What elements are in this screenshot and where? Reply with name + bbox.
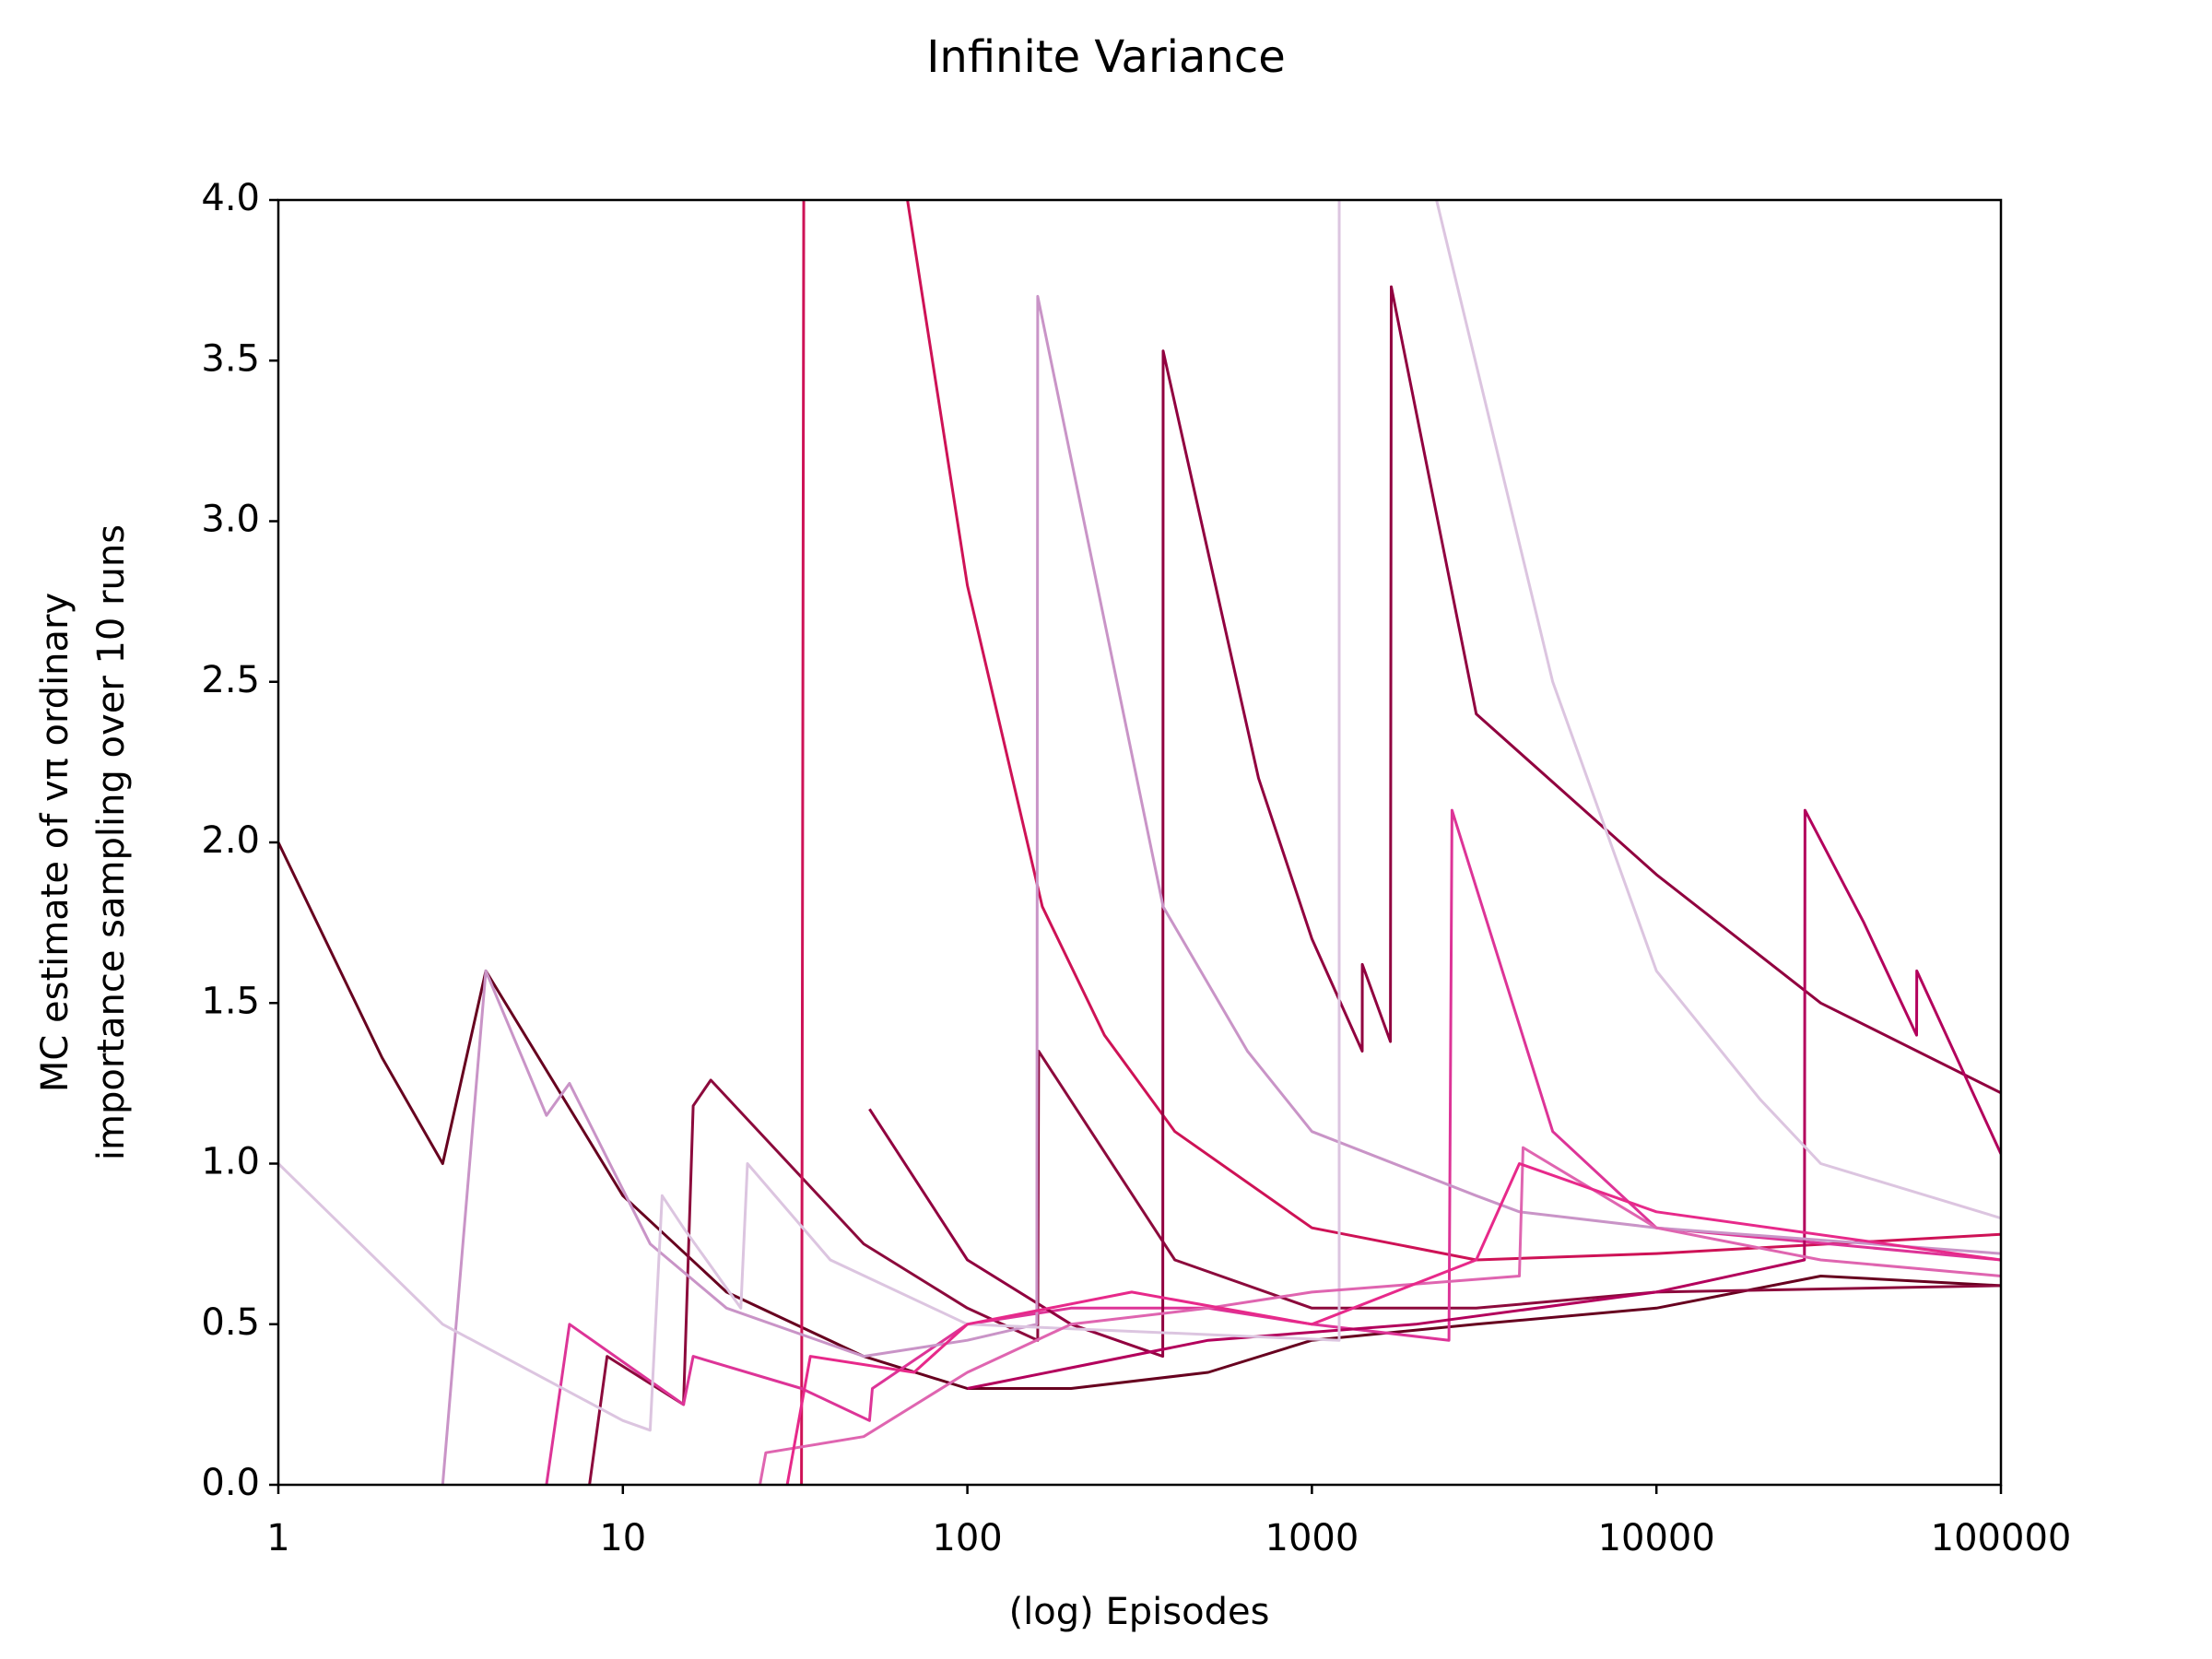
y-tick-label: 4.0 xyxy=(201,177,260,219)
series-line xyxy=(759,1146,2001,1485)
x-axis-label: (log) Episodes xyxy=(1009,1591,1270,1633)
y-axis-label: importance sampling over 10 runs xyxy=(90,524,133,1160)
series-line xyxy=(800,200,2001,1485)
chart-title: Infinite Variance xyxy=(926,31,1286,83)
series-line xyxy=(441,295,2001,1485)
x-tick-label: 1 xyxy=(266,1517,289,1559)
y-tick-label: 3.0 xyxy=(201,499,260,541)
series-line xyxy=(278,200,2001,1432)
y-tick-label: 3.5 xyxy=(201,337,260,380)
series-line xyxy=(545,808,2001,1485)
series-line xyxy=(785,1162,2001,1485)
y-axis-label: MC estimate of vπ ordinary xyxy=(34,593,76,1092)
y-tick-label: 0.5 xyxy=(201,1301,260,1344)
series-line xyxy=(868,285,2001,1359)
x-tick-label: 100000 xyxy=(1931,1517,2072,1559)
x-tick-label: 10 xyxy=(599,1517,646,1559)
y-tick-label: 0.0 xyxy=(201,1462,260,1504)
series-line xyxy=(967,808,2001,1390)
y-tick-label: 2.5 xyxy=(201,659,260,701)
y-tick-label: 2.0 xyxy=(201,819,260,862)
x-tick-label: 1000 xyxy=(1265,1517,1359,1559)
series-line xyxy=(278,841,2001,1390)
y-tick-label: 1.0 xyxy=(201,1141,260,1183)
x-tick-label: 100 xyxy=(932,1517,1002,1559)
plot-area xyxy=(278,200,2001,1485)
y-tick-label: 1.5 xyxy=(201,980,260,1022)
x-tick-label: 10000 xyxy=(1598,1517,1715,1559)
